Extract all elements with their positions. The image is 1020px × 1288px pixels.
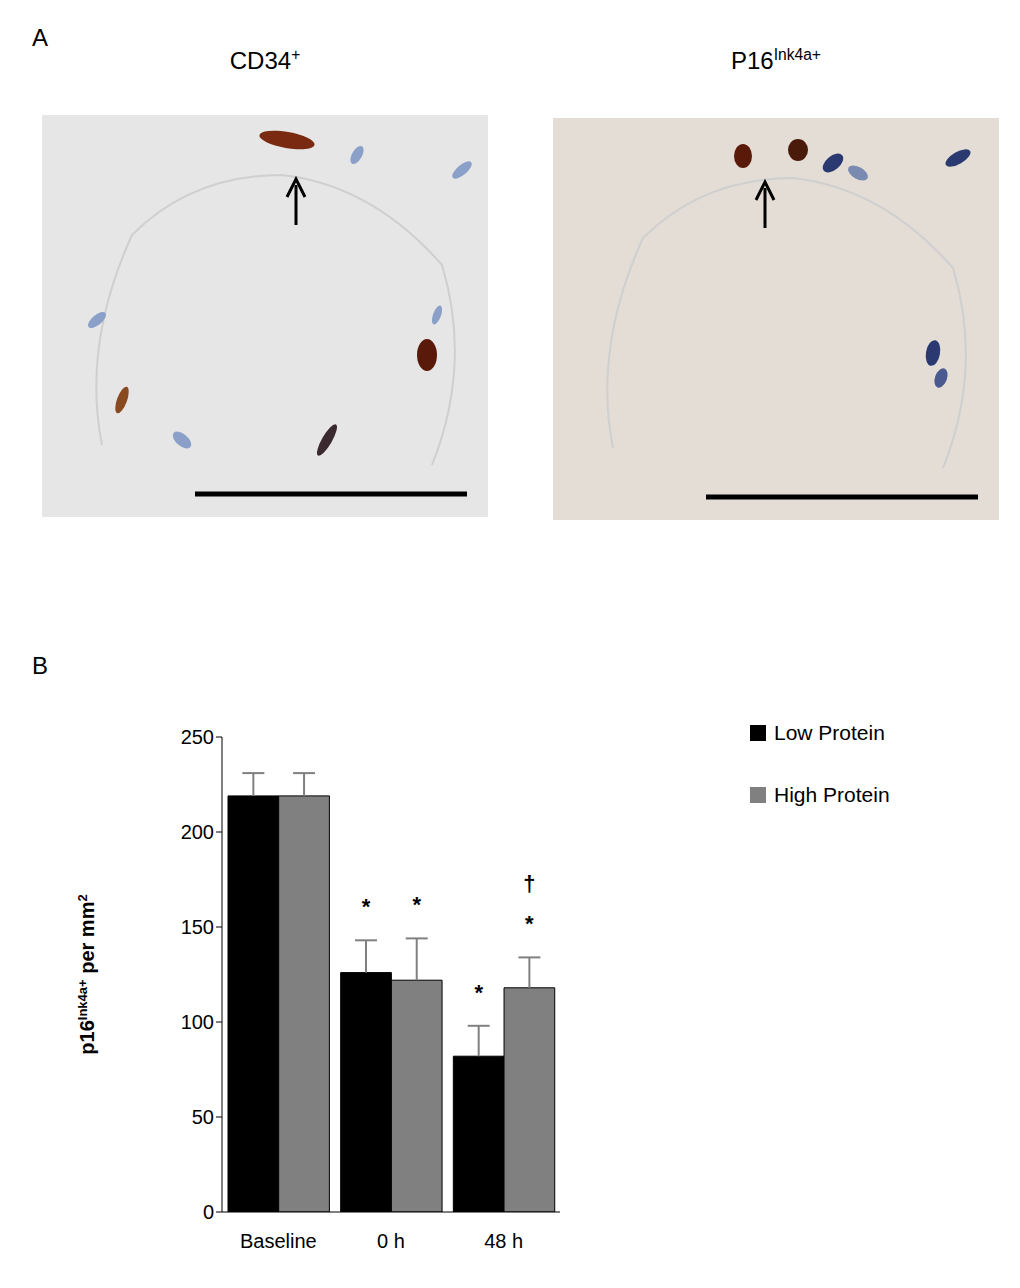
svg-text:p16Ink4a+ per mm2: p16Ink4a+ per mm2 (75, 894, 98, 1054)
html-text:Low Protein: Low Protein (774, 721, 885, 744)
html-text:B: B (32, 652, 48, 679)
svg-text:100: 100 (181, 1011, 214, 1033)
svg-text:Baseline: Baseline (240, 1230, 317, 1252)
svg-text:*: * (362, 894, 371, 919)
html-text:CD34+: CD34+ (229, 46, 301, 74)
html-text:A: A (32, 24, 48, 51)
svg-text:200: 200 (181, 821, 214, 843)
svg-text:†: † (523, 871, 535, 896)
svg-text:150: 150 (181, 916, 214, 938)
svg-text:50: 50 (192, 1106, 214, 1128)
svg-text:0: 0 (203, 1201, 214, 1223)
svg-text:*: * (525, 911, 534, 936)
svg-text:*: * (412, 892, 421, 917)
svg-text:250: 250 (181, 726, 214, 748)
svg-text:*: * (474, 980, 483, 1005)
html-text:High Protein: High Protein (774, 783, 890, 806)
html-text:P16Ink4a+: P16Ink4a+ (731, 46, 821, 74)
svg-text:48 h: 48 h (484, 1230, 523, 1252)
svg-text:0 h: 0 h (377, 1230, 405, 1252)
